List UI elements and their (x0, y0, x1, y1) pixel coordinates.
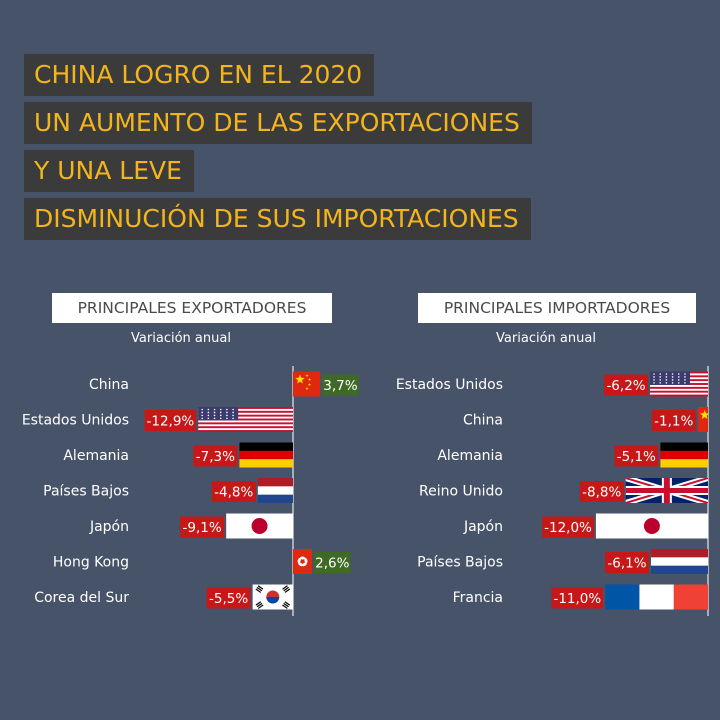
exporters-value-label: 3,7% (323, 378, 357, 394)
exporters-bar (293, 549, 313, 574)
importers-bar (625, 478, 708, 503)
headline-line-1: CHINA LOGRO EN EL 2020 (24, 54, 375, 96)
exporters-category-label: China (89, 377, 129, 393)
importers-title: PRINCIPALES IMPORTADORES (418, 293, 696, 323)
importers-value-label-bg (604, 374, 649, 396)
importers-value-label: -12,0% (544, 520, 592, 536)
exporters-subtitle: Variación anual (131, 331, 231, 346)
importers-subtitle: Variación anual (496, 331, 596, 346)
exporters-category-label: Japón (89, 519, 129, 535)
exporters-value-label: -12,9% (147, 414, 195, 430)
importers-value-label-bg (579, 481, 624, 502)
exporters-value-label-bg (180, 516, 225, 538)
exporters-bar (198, 407, 293, 432)
exporters-value-label-bg (206, 587, 251, 609)
exporters-value-label: -5,5% (209, 591, 248, 607)
exporters-bar (257, 478, 293, 503)
importers-value-label: -1,1% (654, 414, 693, 430)
importers-value-label-bg (651, 410, 696, 431)
importers-value-label-bg (551, 587, 604, 609)
importers-category-label: Países Bajos (417, 555, 503, 571)
importers-value-label: -5,1% (617, 449, 656, 465)
importers-category-label: Reino Unido (419, 484, 503, 500)
exporters-bar (239, 442, 293, 468)
exporters-value-label-bg (144, 410, 197, 431)
importers-bar (650, 371, 708, 397)
exporters-value-label: -4,8% (214, 485, 253, 501)
importers-value-label: -6,2% (606, 378, 645, 394)
importers-category-label: Francia (453, 590, 503, 606)
headline-line-3: Y UNA LEVE (24, 150, 194, 192)
importers-value-label-bg (614, 445, 659, 467)
exporters-category-label: Corea del Sur (34, 590, 129, 606)
exporters-bar (252, 584, 293, 610)
importers-value-label: -6,1% (607, 556, 646, 572)
headline: CHINA LOGRO EN EL 2020 UN AUMENTO DE LAS… (24, 54, 532, 246)
exporters-value-label-bg (211, 481, 256, 502)
exporters-category-label: Alemania (63, 448, 129, 464)
importers-category-label: Alemania (437, 448, 503, 464)
importers-bar (595, 513, 708, 539)
exporters-value-label-bg (193, 445, 238, 467)
importers-value-label: -8,8% (582, 485, 621, 501)
importers-category-label: Japón (463, 519, 503, 535)
importers-bar (650, 549, 708, 574)
exporters-value-label: 2,6% (315, 556, 349, 572)
importers-value-label-bg (542, 516, 594, 538)
exporters-value-label: -9,1% (183, 520, 222, 536)
importers-category-label: China (463, 413, 503, 429)
exporters-value-label: -7,3% (196, 449, 235, 465)
importers-bar (697, 407, 709, 432)
exporters-bar (293, 371, 321, 397)
exporters-category-label: Estados Unidos (22, 413, 129, 429)
exporters-value-label-bg (322, 374, 359, 396)
headline-line-4: DISMINUCIÓN DE SUS IMPORTACIONES (24, 198, 531, 240)
exporters-title: PRINCIPALES EXPORTADORES (52, 293, 332, 323)
importers-value-label: -11,0% (553, 591, 601, 607)
importers-bar (660, 442, 708, 468)
exporters-category-label: Países Bajos (43, 484, 129, 500)
importers-category-label: Estados Unidos (396, 377, 503, 393)
exporters-bar (226, 513, 293, 539)
exporters-category-label: Hong Kong (53, 555, 129, 571)
exporters-value-label-bg (314, 552, 351, 573)
importers-bar (605, 584, 708, 610)
importers-value-label-bg (604, 552, 649, 573)
headline-line-2: UN AUMENTO DE LAS EXPORTACIONES (24, 102, 532, 144)
